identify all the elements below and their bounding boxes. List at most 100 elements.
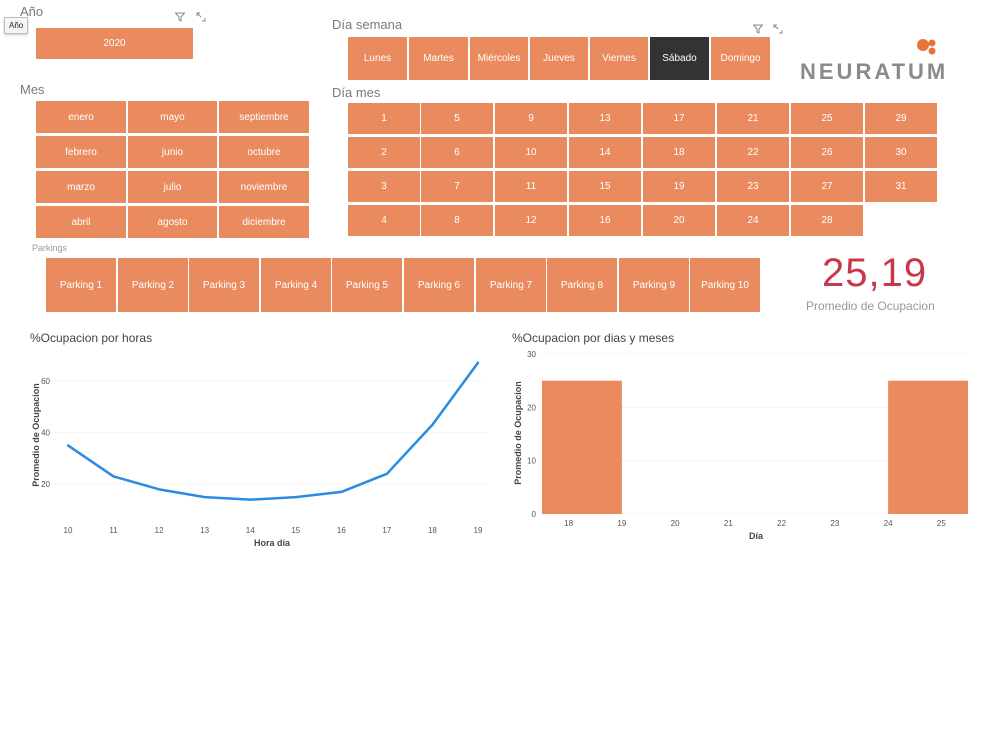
parking-item-7[interactable]: Parking 7 [476, 258, 546, 312]
data-point [385, 472, 389, 476]
weekday-item-viernes[interactable]: Viernes [590, 37, 648, 80]
filter-icon[interactable] [175, 12, 185, 22]
month-item-febrero[interactable]: febrero [36, 136, 126, 168]
data-point [294, 495, 297, 499]
day-item-18[interactable]: 18 [643, 137, 715, 168]
day-item-25[interactable]: 25 [791, 103, 863, 134]
data-point [203, 495, 206, 499]
x-tick-label: 19 [474, 526, 483, 535]
y-tick-label: 20 [527, 403, 536, 412]
x-tick-label: 20 [671, 519, 680, 528]
day-item-5[interactable]: 5 [421, 103, 493, 134]
x-tick-label: 17 [382, 526, 391, 535]
bar-chart-title: %Ocupacion por dias y meses [512, 331, 675, 345]
x-tick-label: 22 [777, 519, 786, 528]
parking-item-4[interactable]: Parking 4 [261, 258, 331, 312]
day-item-28[interactable]: 28 [791, 205, 863, 236]
day-item-6[interactable]: 6 [421, 137, 493, 168]
day-item-29[interactable]: 29 [865, 103, 937, 134]
x-tick-label: 11 [109, 526, 118, 535]
weekday-item-domingo[interactable]: Domingo [711, 37, 770, 80]
month-item-mayo[interactable]: mayo [128, 101, 217, 133]
parking-item-10[interactable]: Parking 10 [690, 258, 760, 312]
weekday-item-miercoles[interactable]: Miércoles [470, 37, 528, 80]
x-tick-label: 10 [64, 526, 73, 535]
expand-icon[interactable] [773, 24, 783, 34]
data-point [431, 423, 434, 426]
day-item-8[interactable]: 8 [421, 205, 493, 236]
data-point [157, 488, 161, 491]
day-item-3[interactable]: 3 [348, 171, 420, 202]
day-item-10[interactable]: 10 [495, 137, 567, 168]
day-item-2[interactable]: 2 [348, 137, 420, 168]
day-item-22[interactable]: 22 [717, 137, 789, 168]
day-item-21[interactable]: 21 [717, 103, 789, 134]
x-tick-label: 14 [246, 526, 255, 535]
month-item-noviembre[interactable]: noviembre [219, 171, 309, 203]
day-item-19[interactable]: 19 [643, 171, 715, 202]
month-slicer-title: Mes [20, 82, 45, 97]
day-item-20[interactable]: 20 [643, 205, 715, 236]
day-item-15[interactable]: 15 [569, 171, 641, 202]
bar [888, 380, 968, 514]
month-item-junio[interactable]: junio [128, 136, 217, 168]
line-chart-title: %Ocupacion por horas [30, 331, 153, 345]
month-item-octubre[interactable]: octubre [219, 136, 309, 168]
month-item-agosto[interactable]: agosto [128, 206, 217, 238]
day-item-24[interactable]: 24 [717, 205, 789, 236]
day-item-26[interactable]: 26 [791, 137, 863, 168]
weekday-item-jueves[interactable]: Jueves [530, 37, 588, 80]
month-item-diciembre[interactable]: diciembre [219, 206, 309, 238]
month-item-julio[interactable]: julio [128, 171, 217, 203]
day-item-17[interactable]: 17 [643, 103, 715, 134]
parking-item-2[interactable]: Parking 2 [118, 258, 188, 312]
month-item-enero[interactable]: enero [36, 101, 126, 133]
month-item-abril[interactable]: abril [36, 206, 126, 238]
day-item-13[interactable]: 13 [569, 103, 641, 134]
parking-item-1[interactable]: Parking 1 [46, 258, 116, 312]
data-point [340, 490, 343, 494]
parking-item-8[interactable]: Parking 8 [547, 258, 617, 312]
x-tick-label: 16 [337, 526, 346, 535]
expand-icon[interactable] [196, 12, 206, 22]
parking-item-6[interactable]: Parking 6 [404, 258, 474, 312]
x-tick-label: 15 [291, 526, 300, 535]
x-axis-label: Hora día [254, 538, 291, 548]
parking-item-5[interactable]: Parking 5 [332, 258, 402, 312]
day-item-27[interactable]: 27 [791, 171, 863, 202]
day-item-4[interactable]: 4 [348, 205, 420, 236]
day-item-11[interactable]: 11 [495, 171, 567, 202]
day-item-30[interactable]: 30 [865, 137, 937, 168]
y-tick-label: 40 [41, 429, 50, 438]
parking-item-3[interactable]: Parking 3 [189, 258, 259, 312]
y-tick-label: 0 [532, 510, 537, 519]
x-tick-label: 25 [937, 519, 946, 528]
day-item-16[interactable]: 16 [569, 205, 641, 236]
day-item-9[interactable]: 9 [495, 103, 567, 134]
day-item-7[interactable]: 7 [421, 171, 493, 202]
weekday-item-martes[interactable]: Martes [409, 37, 468, 80]
year-item[interactable]: 2020 [36, 28, 193, 59]
weekday-item-sabado[interactable]: Sábado [650, 37, 709, 80]
line-chart: 20 40 60 10 11 12 13 14 15 16 17 18 19 Hora día Promed… [31, 361, 485, 548]
x-axis-label: Día [749, 531, 764, 541]
x-tick-label: 18 [428, 526, 437, 535]
weekday-item-lunes[interactable]: Lunes [348, 37, 407, 80]
day-item-14[interactable]: 14 [569, 137, 641, 168]
y-tick-label: 10 [527, 457, 536, 466]
y-axis-label: Promedio de Ocupacion [31, 383, 41, 487]
data-point [476, 361, 480, 364]
day-item-23[interactable]: 23 [717, 171, 789, 202]
parking-item-9[interactable]: Parking 9 [619, 258, 689, 312]
filter-icon[interactable] [753, 24, 763, 34]
day-item-12[interactable]: 12 [495, 205, 567, 236]
data-point [112, 475, 115, 478]
day-item-31[interactable]: 31 [865, 171, 937, 202]
month-item-marzo[interactable]: marzo [36, 171, 126, 203]
kpi-label: Promedio de Ocupacion [806, 299, 935, 313]
day-item-1[interactable]: 1 [348, 103, 420, 134]
x-tick-label: 21 [724, 519, 733, 528]
year-tooltip: Año [4, 17, 29, 34]
logo-icon [917, 39, 936, 55]
month-item-septiembre[interactable]: septiembre [219, 101, 309, 133]
